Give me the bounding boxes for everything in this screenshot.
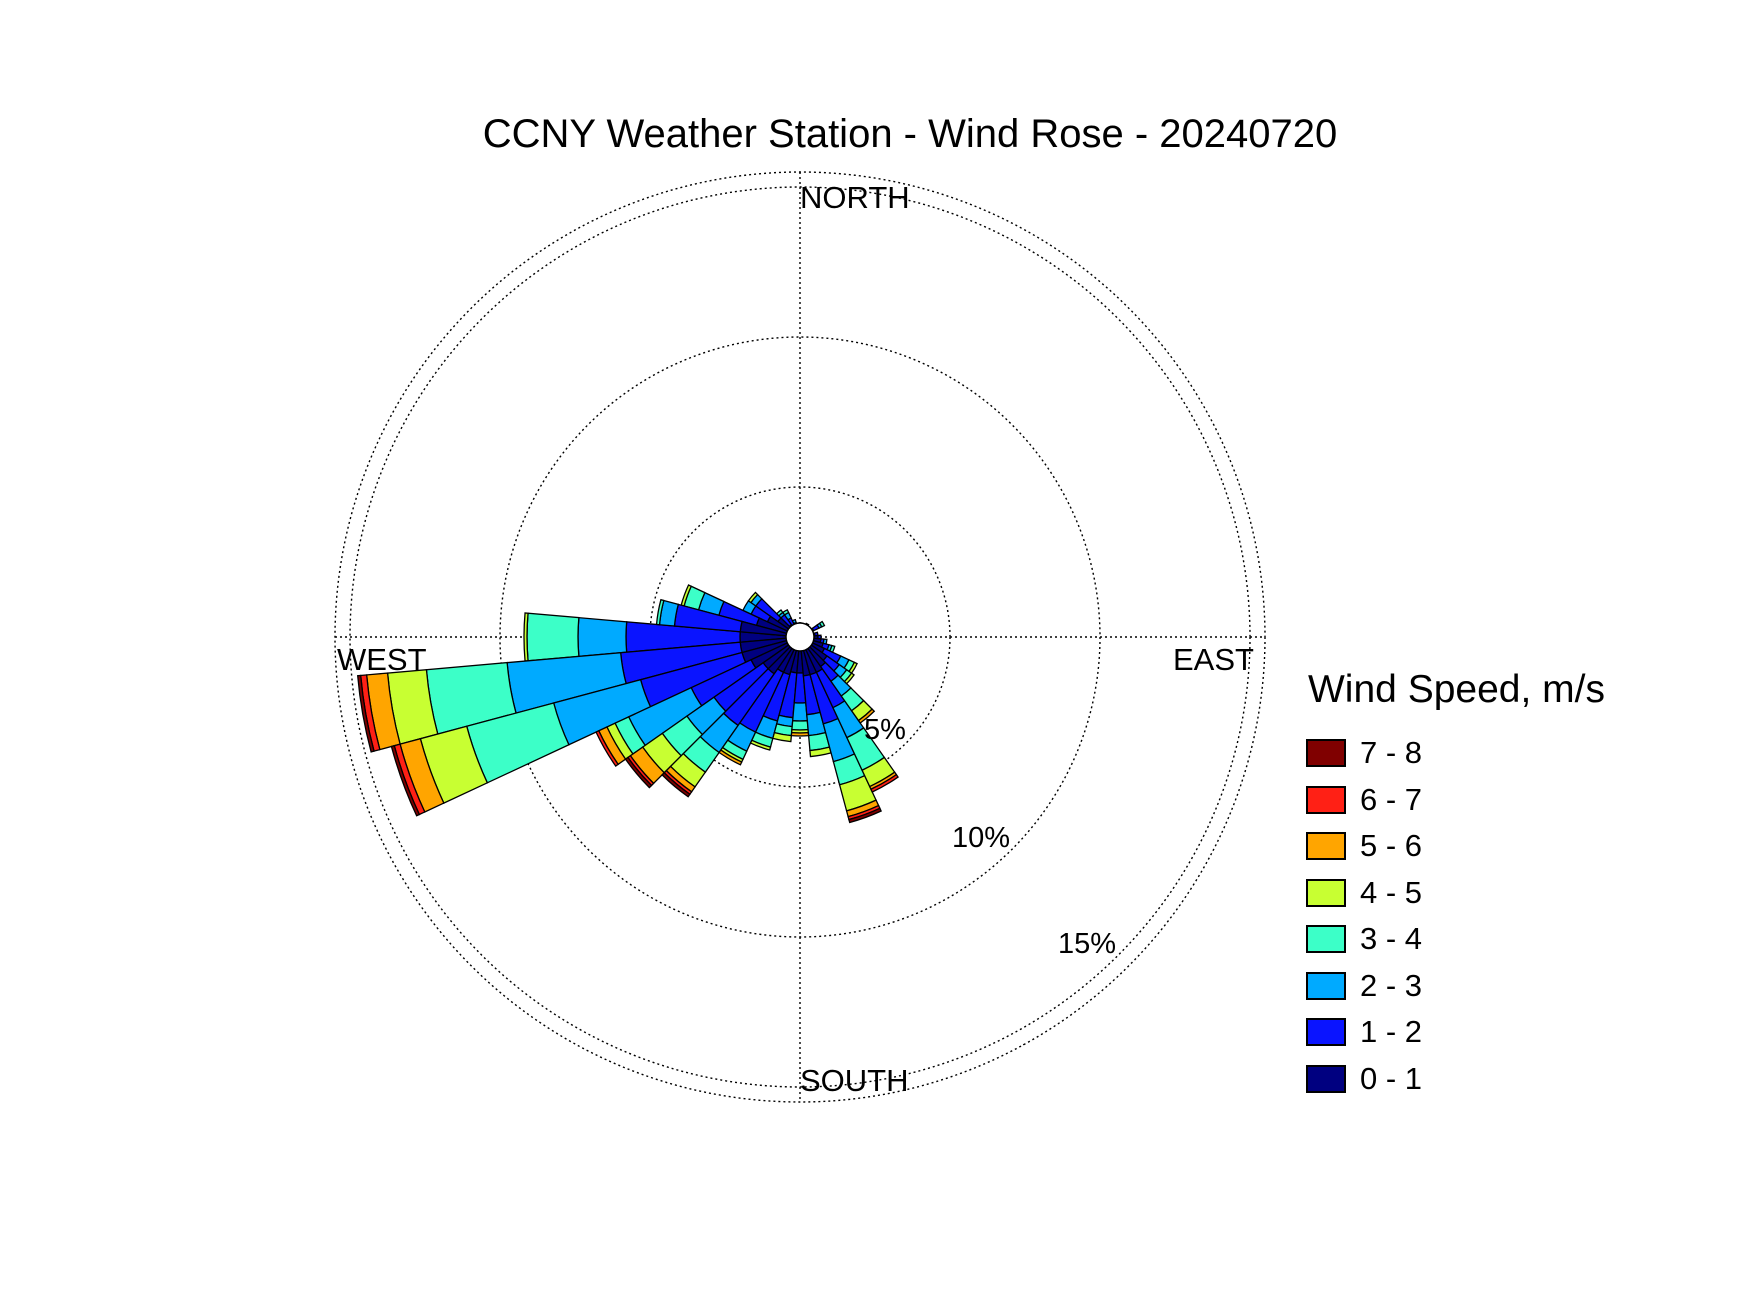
ring-label-10: 10%: [952, 822, 1011, 854]
speed-bin-segment: [655, 598, 665, 626]
speed-bin-segment: [848, 661, 858, 675]
wind-sector-200: [749, 648, 798, 751]
wind-sector-180: [790, 650, 810, 737]
legend-label: 3 - 4: [1360, 921, 1423, 957]
legend-item: 7 - 8: [1306, 730, 1422, 777]
wind-sector-250: [390, 639, 789, 817]
wind-sector-260: [356, 637, 788, 753]
wind-sector-140: [807, 645, 876, 724]
legend-swatch: [1306, 832, 1346, 861]
ring-label-5: 5%: [864, 714, 906, 746]
legend-item: 2 - 3: [1306, 963, 1422, 1010]
speed-bin-segment: [829, 644, 836, 654]
legend-swatch: [1306, 878, 1346, 907]
legend-title: Wind Speed, m/s: [1308, 668, 1605, 711]
legend-item: 0 - 1: [1306, 1056, 1422, 1103]
speed-bin-segment: [749, 739, 772, 751]
legend-swatch: [1306, 1064, 1346, 1093]
legend-swatch: [1306, 925, 1346, 954]
speed-bin-segment: [791, 719, 809, 731]
speed-bin-segment: [791, 702, 809, 722]
east-label: EAST: [1173, 642, 1254, 677]
wind-sectors: [356, 584, 899, 824]
chart-title: CCNY Weather Station - Wind Rose - 20240…: [482, 112, 1338, 156]
speed-bin-segment: [809, 746, 832, 758]
speed-bin-segment: [526, 612, 580, 662]
speed-bin-segment: [718, 749, 743, 766]
speed-bin-segment: [742, 599, 757, 616]
west-label: WEST: [337, 642, 427, 677]
north-label: NORTH: [800, 180, 910, 215]
wind-sector-290: [680, 584, 789, 635]
legend-swatch: [1306, 971, 1346, 1000]
legend: 7 - 8 6 - 7 5 - 6 4 - 5 3 - 4 2 - 3 1 - …: [1306, 730, 1422, 1102]
speed-bin-segment: [523, 612, 529, 662]
speed-bin-segment: [661, 771, 691, 798]
speed-bin-segment: [772, 731, 793, 743]
speed-bin-segment: [843, 672, 855, 685]
ring-label-15: 15%: [1058, 928, 1117, 960]
legend-label: 4 - 5: [1360, 874, 1423, 910]
speed-bin-segment: [390, 744, 421, 817]
legend-item: 1 - 2: [1306, 1009, 1422, 1056]
legend-item: 5 - 6: [1306, 823, 1422, 870]
wind-sector-210: [718, 647, 795, 766]
speed-bin-segment: [747, 591, 759, 604]
speed-bin-segment: [577, 616, 628, 658]
legend-label: 6 - 7: [1360, 781, 1423, 817]
speed-bin-segment: [790, 731, 810, 737]
legend-label: 5 - 6: [1360, 828, 1423, 864]
speed-bin-segment: [680, 584, 693, 607]
legend-swatch: [1306, 1018, 1346, 1047]
south-label: SOUTH: [800, 1063, 909, 1098]
legend-swatch: [1306, 785, 1346, 814]
speed-bin-segment: [595, 729, 620, 767]
legend-item: 3 - 4: [1306, 916, 1422, 963]
speed-bin-segment: [624, 756, 653, 789]
speed-bin-segment: [813, 631, 819, 637]
wind-sector-230: [624, 644, 792, 789]
speed-bin-segment: [356, 674, 375, 753]
wind-sector-120: [810, 642, 858, 675]
center-hub: [785, 622, 815, 652]
legend-label: 2 - 3: [1360, 967, 1423, 1003]
wind-sector-220: [661, 645, 793, 798]
speed-bin-segment: [822, 638, 828, 645]
legend-swatch: [1306, 739, 1346, 768]
wind-sector-240: [595, 642, 790, 767]
wind-sector-280: [655, 598, 788, 637]
speed-bin-segment: [818, 620, 826, 628]
legend-label: 1 - 2: [1360, 1014, 1423, 1050]
legend-label: 7 - 8: [1360, 735, 1423, 771]
legend-item: 6 - 7: [1306, 777, 1422, 824]
wind-sector-160: [802, 648, 883, 824]
legend-item: 4 - 5: [1306, 870, 1422, 917]
speed-bin-segment: [848, 807, 883, 824]
speed-bin-segment: [857, 708, 876, 724]
legend-label: 0 - 1: [1360, 1060, 1423, 1096]
speed-bin-segment: [817, 634, 822, 640]
speed-bin-segment: [870, 773, 899, 793]
wind-sector-60: [810, 620, 826, 632]
wind-sector-170: [800, 649, 832, 758]
